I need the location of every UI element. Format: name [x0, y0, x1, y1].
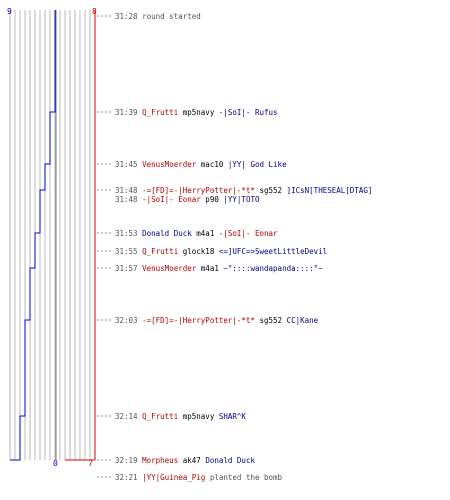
event-row: 31:53 Donald Duck m4a1 -|SoI|- Eonar: [115, 229, 278, 238]
attacker-name: -=[FD]=-|HerryPotter|-*t*: [142, 186, 255, 195]
victim-name: ~°::::wandapanda::::°~: [223, 264, 323, 273]
event-time: 32:21: [115, 473, 143, 482]
event-text: p90: [200, 195, 224, 204]
event-text: sg552: [254, 316, 287, 325]
ct-series-line: [10, 10, 56, 461]
t-start-label: 8: [92, 7, 97, 16]
event-text: glock18: [178, 247, 219, 256]
event-time: 31:48: [115, 186, 143, 195]
event-row: 31:48 -|SoI|- Eonar p90 |YY|TOTO: [115, 195, 260, 204]
attacker-name: Q_Frutti: [142, 108, 179, 117]
event-time: 31:39: [115, 108, 143, 117]
attacker-name: VenusMoerder: [142, 264, 197, 273]
event-row: 32:14 Q_Frutti mp5navy SHAR^K: [115, 412, 246, 421]
event-time: 31:48: [115, 195, 143, 204]
event-time: 31:55: [115, 247, 143, 256]
attacker-name: Q_Frutti: [142, 247, 179, 256]
ct-start-label: 9: [7, 7, 12, 16]
attacker-name: VenusMoerder: [142, 160, 197, 169]
event-row: 31:57 VenusMoerder m4a1 ~°::::wandapanda…: [115, 264, 323, 273]
victim-name: CC|Kane: [286, 316, 319, 325]
event-text: mp5navy: [178, 412, 219, 421]
event-row: 32:03 -=[FD]=-|HerryPotter|-*t* sg552 CC…: [115, 316, 318, 325]
attacker-name: |YY|Guinea_Pig: [142, 473, 206, 482]
event-text: m4a1: [191, 229, 219, 238]
event-time: 31:53: [115, 229, 143, 238]
event-time: 31:45: [115, 160, 143, 169]
victim-name: |YY| God Like: [227, 160, 287, 169]
event-text: planted the bomb: [205, 473, 283, 482]
attacker-name: -=[FD]=-|HerryPotter|-*t*: [142, 316, 255, 325]
event-text: round started: [142, 12, 201, 21]
event-text: ak47: [178, 456, 206, 465]
victim-name: Donald Duck: [205, 456, 255, 465]
event-row: 31:45 VenusMoerder mac10 |YY| God Like: [115, 160, 287, 169]
victim-name: -|SoI|- Rufus: [218, 108, 278, 117]
event-time: 32:14: [115, 412, 143, 421]
event-text: sg552: [254, 186, 287, 195]
event-text: m4a1: [196, 264, 224, 273]
victim-name: ]ICsN[THESEAL[DTAG]: [286, 186, 373, 195]
t-end-label: 7: [88, 459, 93, 468]
victim-name: |YY|TOTO: [223, 195, 260, 204]
event-row: 31:48 -=[FD]=-|HerryPotter|-*t* sg552 ]I…: [115, 186, 372, 195]
event-text: mp5navy: [178, 108, 219, 117]
event-row: 31:39 Q_Frutti mp5navy -|SoI|- Rufus: [115, 108, 278, 117]
attacker-name: Q_Frutti: [142, 412, 179, 421]
event-row: 31:28 round started: [115, 12, 201, 21]
attacker-name: Morpheus: [142, 456, 179, 465]
event-ticks: [97, 15, 112, 478]
event-time: 32:19: [115, 456, 143, 465]
attacker-name: -|SoI|- Eonar: [218, 229, 278, 238]
event-time: 31:57: [115, 264, 143, 273]
event-time: 31:28: [115, 12, 143, 21]
chart-grid: [9, 10, 96, 460]
attacker-name: -|SoI|- Eonar: [142, 195, 201, 204]
ct-end-label: 0: [53, 459, 58, 468]
event-time: 32:03: [115, 316, 143, 325]
victim-name: Donald Duck: [142, 229, 192, 238]
event-row: 32:21 |YY|Guinea_Pig planted the bomb: [115, 473, 282, 482]
victim-name: <=]UFC=>SweetLittleDevil: [218, 247, 328, 256]
event-text: mac10: [196, 160, 228, 169]
event-row: 31:55 Q_Frutti glock18 <=]UFC=>SweetLitt…: [115, 247, 327, 256]
event-row: 32:19 Morpheus ak47 Donald Duck: [115, 456, 255, 465]
victim-name: SHAR^K: [218, 412, 246, 421]
